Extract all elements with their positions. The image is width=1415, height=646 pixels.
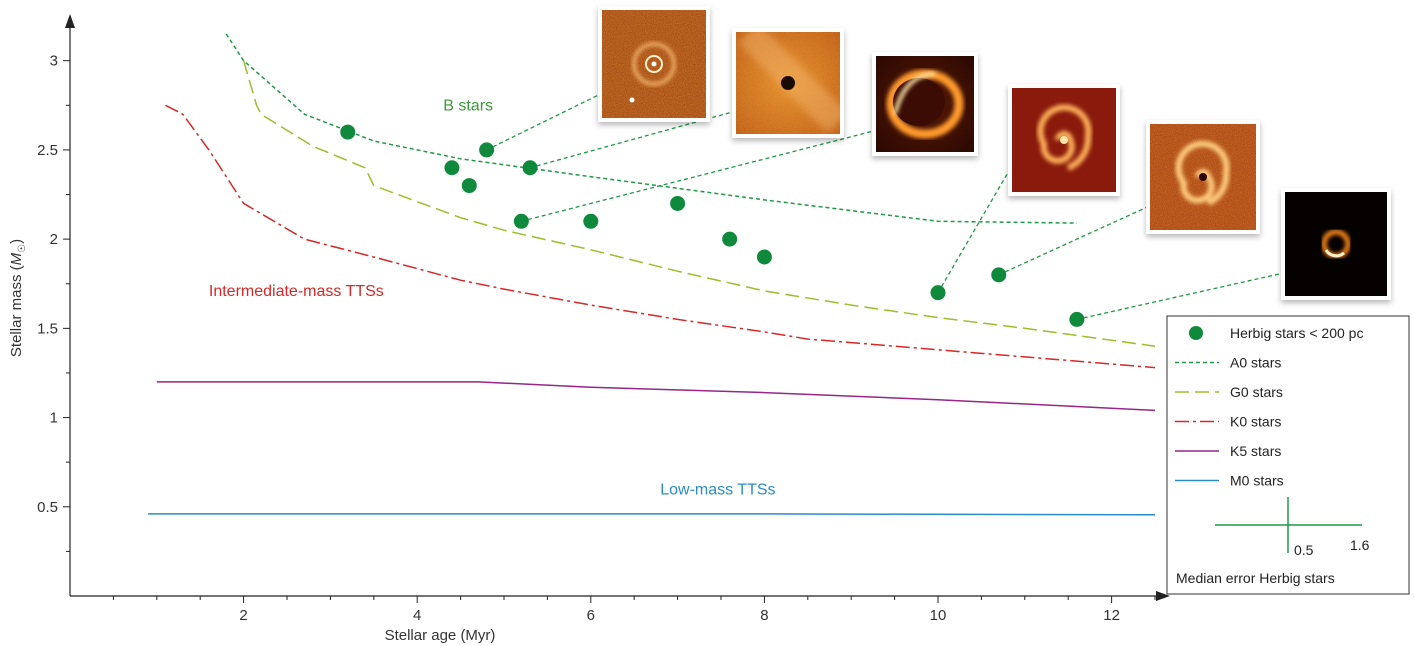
x-tick-label: 12 — [1103, 607, 1120, 624]
herbig-star-point — [583, 213, 599, 229]
connector-line — [998, 206, 1149, 276]
annotations: B stars Intermediate-mass TTSs Low-mass TT… — [209, 98, 776, 499]
x-tick-label: 2 — [239, 607, 247, 624]
error-caption: Median error Herbig stars — [1176, 570, 1335, 586]
annotation-label: Intermediate-mass TTSs — [209, 283, 384, 300]
legend-marker-herbig — [1189, 326, 1203, 340]
disk-image-content — [1012, 88, 1116, 192]
ticks: 2 4 6 8 10 12 0.5 1 1.5 2 2.5 3 — [37, 53, 1156, 624]
y-tick-label: 1 — [50, 410, 58, 427]
disk-image-content — [602, 10, 706, 118]
series-line-m0-stars — [148, 513, 1156, 516]
herbig-star-point — [930, 285, 946, 301]
connector-line — [486, 93, 601, 151]
series-line-k5-stars — [156, 381, 1156, 412]
x-tick-label: 10 — [930, 607, 947, 624]
series-line-g0-stars — [242, 60, 1156, 347]
y-tick-label: 1.5 — [37, 320, 58, 337]
y-axis-arrow — [65, 14, 75, 28]
legend-label: K0 stars — [1230, 414, 1281, 430]
connector-line — [937, 168, 1011, 293]
herbig-star-point — [479, 142, 495, 158]
y-axis-title-end: ) — [8, 239, 25, 244]
herbig-star-point — [340, 124, 356, 140]
annotation-label: B stars — [443, 98, 493, 115]
legend-label: Herbig stars < 200 pc — [1230, 325, 1363, 341]
disk-image-content — [1150, 124, 1256, 230]
herbig-star-point — [756, 249, 772, 265]
disk-image-2 — [732, 28, 844, 138]
herbig-star-point — [670, 195, 686, 211]
connector-line — [521, 130, 875, 222]
herbig-star-point — [1069, 311, 1085, 327]
legend-label: M0 stars — [1230, 473, 1284, 489]
disk-image-content — [876, 56, 974, 152]
y-axis-title-main: Stellar mass ( — [8, 265, 25, 357]
legend-box — [1166, 315, 1410, 595]
x-tick-label: 6 — [587, 607, 595, 624]
axes — [65, 14, 1170, 601]
y-tick-label: 3 — [50, 53, 58, 70]
legend-label: K5 stars — [1230, 443, 1281, 459]
herbig-star-point — [522, 160, 538, 176]
x-axis-arrow — [1156, 591, 1170, 601]
y-axis-title-var: M — [8, 252, 25, 265]
legend: Herbig stars < 200 pc A0 stars G0 stars K0 … — [1166, 315, 1410, 595]
legend-label: G0 stars — [1230, 384, 1283, 400]
annotation-label: Low-mass TTSs — [660, 481, 775, 498]
series-lines — [148, 33, 1156, 516]
disk-image-4 — [1008, 84, 1120, 196]
legend-label: A0 stars — [1230, 355, 1281, 371]
disk-image-content — [736, 32, 840, 134]
error-y-label: 0.5 — [1294, 542, 1314, 558]
herbig-star-point — [461, 178, 477, 194]
y-axis-title: Stellar mass (M☉) — [8, 239, 28, 357]
scatter-points — [340, 124, 1085, 327]
disk-image-3 — [872, 52, 978, 156]
herbig-star-point — [991, 267, 1007, 283]
x-tick-label: 8 — [760, 607, 768, 624]
x-tick-label: 4 — [413, 607, 421, 624]
connector-line — [1076, 272, 1284, 321]
disk-image-1 — [598, 6, 710, 122]
herbig-star-point — [444, 160, 460, 176]
y-tick-label: 2 — [50, 231, 58, 248]
series-line-k0-stars — [165, 104, 1156, 369]
herbig-star-point — [722, 231, 738, 247]
x-axis-title: Stellar age (Myr) — [385, 627, 496, 644]
disk-images — [598, 6, 1391, 300]
error-x-label: 1.6 — [1350, 537, 1370, 553]
disk-image-content — [1285, 192, 1387, 296]
disk-image-5 — [1146, 120, 1260, 234]
y-axis-title-sub: ☉ — [17, 244, 28, 253]
herbig-star-point — [513, 213, 529, 229]
series-line-a0-stars — [225, 33, 1077, 224]
disk-image-6 — [1281, 188, 1391, 300]
y-tick-label: 0.5 — [37, 499, 58, 516]
y-tick-label: 2.5 — [37, 142, 58, 159]
